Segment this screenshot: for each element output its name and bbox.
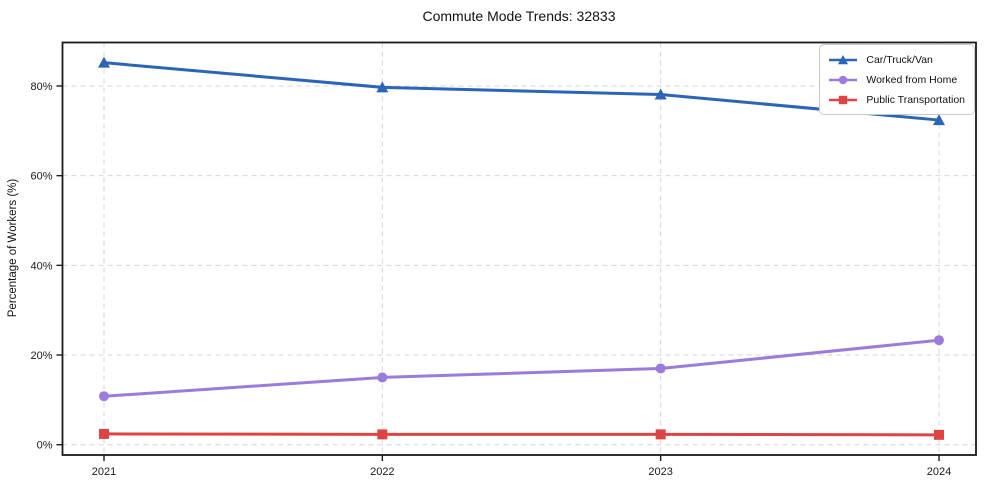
series-marker-worked-from-home bbox=[99, 391, 109, 402]
legend-square-marker-icon bbox=[829, 95, 858, 104]
legend: Car/Truck/Van Worked from Home Public Tran… bbox=[819, 44, 975, 115]
legend-label: Worked from Home bbox=[866, 73, 958, 86]
series-marker-worked-from-home bbox=[655, 363, 666, 374]
legend-circle-marker-icon bbox=[829, 75, 858, 84]
series-line-worked-from-home bbox=[102, 338, 941, 398]
series-line-car-truck-van bbox=[102, 61, 941, 122]
series-marker-public-transportation bbox=[99, 428, 109, 439]
legend-item-car-truck-van: Car/Truck/Van bbox=[827, 51, 965, 68]
series-marker-public-transportation bbox=[655, 429, 666, 440]
legend-label: Public Transportation bbox=[866, 93, 965, 106]
x-tick-label: 2021 bbox=[92, 466, 116, 478]
legend-marker-sample bbox=[839, 75, 848, 84]
series-marker-public-transportation bbox=[934, 429, 944, 440]
legend-item-public-transportation: Public Transportation bbox=[827, 91, 965, 108]
series-line-public-transportation bbox=[102, 432, 941, 437]
legend-item-worked-from-home: Worked from Home bbox=[827, 71, 965, 88]
legend-marker-sample bbox=[838, 54, 849, 64]
series-marker-worked-from-home bbox=[934, 335, 944, 346]
x-tick-label: 2024 bbox=[927, 466, 951, 478]
legend-label: Car/Truck/Van bbox=[866, 53, 933, 66]
legend-triangle-marker-icon bbox=[829, 54, 858, 64]
series-marker-car-truck-van bbox=[654, 88, 667, 100]
y-tick-label: 0% bbox=[37, 440, 53, 452]
chart-title: Commute Mode Trends: 32833 bbox=[422, 8, 616, 24]
legend-marker-sample bbox=[839, 95, 848, 104]
x-tick-label: 2023 bbox=[648, 466, 672, 478]
y-tick-label: 40% bbox=[30, 260, 52, 272]
series-marker-car-truck-van bbox=[933, 114, 945, 126]
plot-border bbox=[61, 41, 977, 456]
y-tick-label: 80% bbox=[30, 81, 52, 93]
y-tick-label: 20% bbox=[30, 350, 52, 362]
x-tick-label: 2022 bbox=[370, 466, 394, 478]
series-marker-worked-from-home bbox=[377, 372, 388, 383]
y-tick-label: 60% bbox=[30, 171, 52, 183]
series-marker-car-truck-van bbox=[98, 56, 110, 68]
series-marker-public-transportation bbox=[377, 429, 388, 440]
series-marker-car-truck-van bbox=[376, 81, 389, 93]
